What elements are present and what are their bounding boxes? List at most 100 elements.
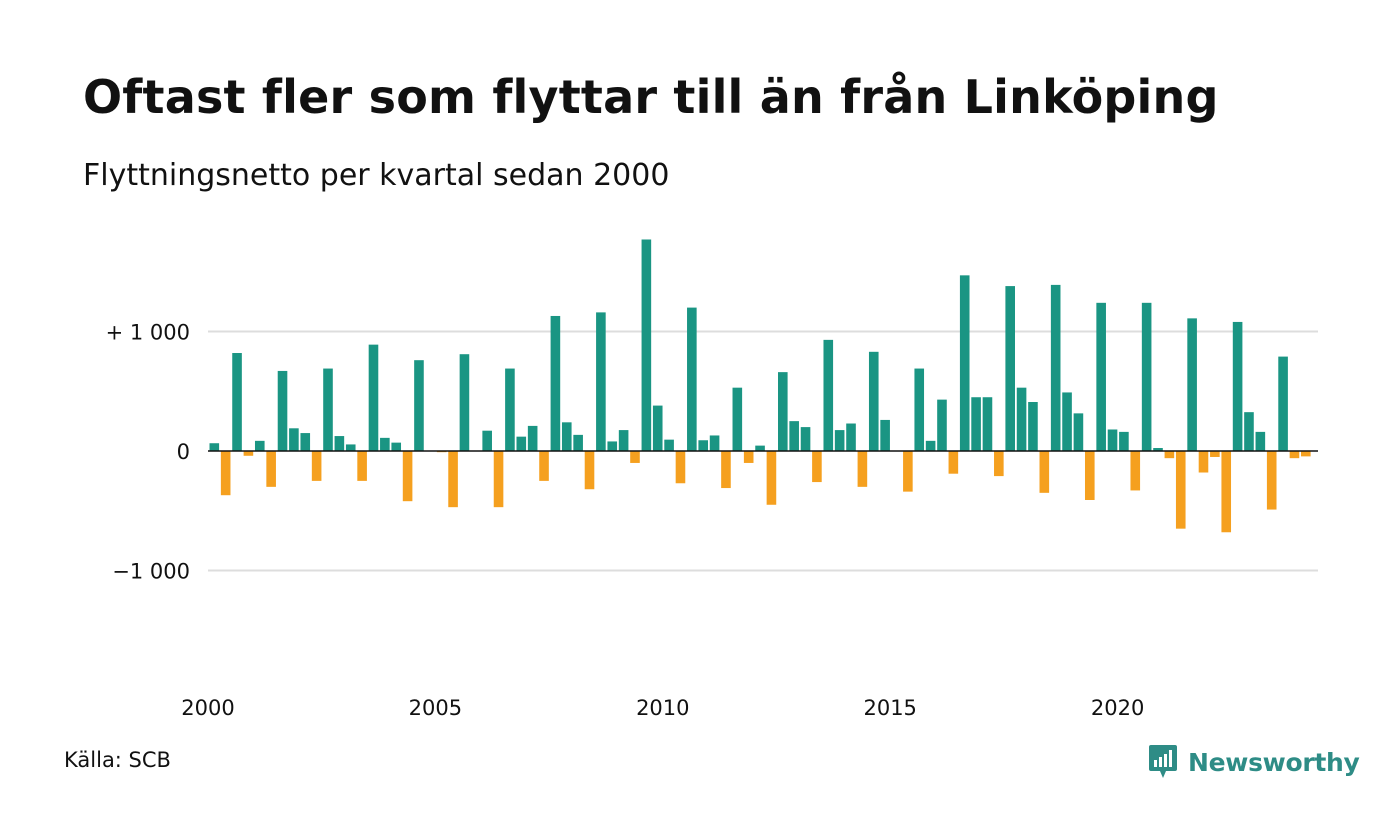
bar-2013-K3 [823,339,834,451]
bar-2022-K2 [1221,451,1232,533]
bar-2014-K2 [857,451,868,487]
bar-2013-K4 [834,430,845,451]
bar-2010-K1 [664,439,674,451]
bar-2021-K3 [1187,318,1197,451]
bar-2003-K4 [380,437,390,451]
bar-2003-K1 [345,444,356,451]
bar-2011-K3 [732,387,743,451]
bar-2023-K2 [1266,451,1277,510]
bar-2013-K1 [800,427,811,451]
bar-2000-K4 [243,451,254,456]
bar-2006-K1 [482,430,492,451]
bar-2012-K2 [766,451,777,505]
bar-chart: + 1 000 0 −1 000 2000 2005 2010 2015 2020 [106,239,1318,720]
bar-2020-K1 [1119,431,1129,451]
bar-2016-K3 [959,275,970,451]
bar-2005-K2 [448,451,458,508]
bar-2017-K1 [982,397,993,451]
bar-2010-K2 [675,451,686,484]
bar-2022-K3 [1232,321,1243,451]
bar-2011-K2 [721,451,731,489]
bar-2016-K2 [948,451,959,474]
bar-2001-K2 [266,451,276,487]
bar-2003-K2 [357,451,367,481]
x-tick-label: 2000 [181,696,234,720]
bar-2023-K3 [1278,356,1288,451]
bar-2015-K2 [903,451,913,492]
bar-2012-K4 [789,421,799,452]
bar-2022-K4 [1244,412,1254,451]
bar-2018-K2 [1039,451,1050,493]
bar-2002-K1 [300,433,311,451]
y-axis-labels: + 1 000 0 −1 000 [106,321,190,584]
bar-2009-K2 [630,451,640,463]
bar-2005-K3 [459,354,470,451]
bar-2006-K3 [505,368,515,451]
bar-2010-K3 [687,307,697,451]
bar-2010-K4 [698,440,709,451]
bar-2004-K1 [391,442,402,451]
bar-2001-K4 [289,428,299,451]
bar-2014-K1 [846,423,856,451]
bar-2001-K3 [277,370,288,451]
x-tick-label: 2010 [636,696,689,720]
bar-2014-K4 [880,419,890,451]
bar-2008-K2 [584,451,595,490]
bar-2019-K1 [1073,413,1084,451]
bar-2023-K4 [1289,451,1300,459]
bar-2021-K4 [1198,451,1209,473]
chart-title: Oftast fler som flyttar till än från Lin… [83,70,1219,124]
bar-2000-K3 [232,353,242,451]
bar-2019-K4 [1107,429,1118,451]
bar-2002-K2 [311,451,322,481]
bar-2018-K4 [1062,392,1072,451]
bar-2006-K2 [493,451,504,508]
newsworthy-logo-icon [1149,745,1177,778]
bar-2024-K1 [1301,451,1311,457]
bar-2022-K1 [1210,451,1220,457]
bar-2007-K4 [561,422,572,451]
bar-2019-K3 [1096,302,1106,451]
x-tick-label: 2020 [1091,696,1144,720]
bar-2012-K3 [778,372,788,451]
bar-2017-K4 [1016,387,1027,451]
bars [209,239,1311,533]
bar-2000-K1 [209,443,220,451]
bar-2009-K1 [618,430,629,451]
bar-2014-K3 [868,351,879,451]
bar-2016-K1 [937,399,947,451]
bar-2006-K4 [516,436,527,451]
bar-2012-K1 [755,445,765,451]
bar-2002-K3 [323,368,333,451]
bar-2023-K1 [1255,431,1266,451]
bar-2020-K3 [1141,302,1152,451]
bar-2020-K2 [1130,451,1141,491]
bar-2011-K1 [709,435,720,451]
chart-subtitle: Flyttningsnetto per kvartal sedan 2000 [83,158,670,193]
source-note: Källa: SCB [64,748,171,772]
bar-2008-K3 [596,312,606,451]
brand-logo: Newsworthy [1148,742,1360,782]
gridlines [208,330,1318,572]
bar-2004-K3 [414,360,424,451]
bar-2017-K3 [1005,286,1015,451]
bar-2002-K4 [334,436,345,451]
bar-2003-K3 [368,344,379,451]
bar-2013-K2 [812,451,822,483]
bar-2007-K2 [539,451,549,481]
bar-2021-K1 [1164,451,1175,459]
y-tick-label: −1 000 [112,560,190,584]
bar-2019-K2 [1084,451,1095,500]
bar-2011-K4 [743,451,754,463]
bar-2018-K3 [1050,284,1061,451]
x-axis-labels: 2000 2005 2010 2015 2020 [181,696,1144,720]
bar-2015-K3 [914,368,925,451]
bar-2007-K3 [550,315,561,451]
bar-2000-K2 [220,451,231,496]
x-tick-label: 2005 [409,696,462,720]
x-tick-label: 2015 [863,696,916,720]
bar-2009-K3 [641,239,652,451]
bar-2016-K4 [971,397,981,451]
bar-2009-K4 [652,405,663,451]
bar-2001-K1 [254,440,265,451]
